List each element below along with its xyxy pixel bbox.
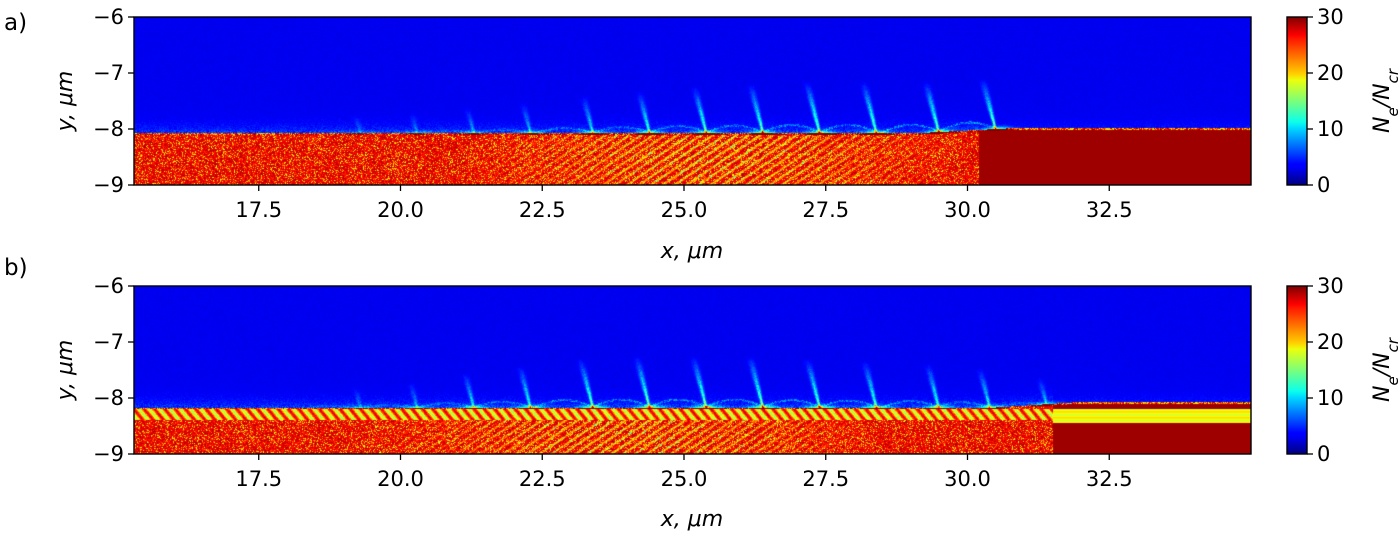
x-tick-label: 17.5 [235,198,282,222]
colorbar-label-sub2: cr [1384,68,1400,83]
panel-b-colorbar [1287,286,1307,454]
x-tick-label: 30.0 [944,467,991,491]
y-tick-label: −6 [93,5,124,29]
panel-a-y-axis: −6 −7 −8 −9 [93,5,134,197]
panel-b-frame [133,285,1252,455]
x-tick-label: 22.5 [519,198,566,222]
colorbar-label-main: N [1370,117,1395,133]
x-tick-label: 27.5 [802,198,849,222]
panel-a-colorbar-ticks: 0 10 20 30 [1307,5,1344,197]
y-tick-label: −7 [93,61,124,85]
panel-a-x-axis: 17.5 20.0 22.5 25.0 27.5 30.0 32.5 [235,185,1133,222]
colorbar-label-main: N [1370,386,1395,402]
colorbar-label-sub1: e [1384,376,1400,385]
x-tick-label: 30.0 [944,198,991,222]
x-tick-label: 17.5 [235,467,282,491]
panel-b-colorbar-ticks: 0 10 20 30 [1307,274,1344,466]
x-tick-label: 27.5 [802,467,849,491]
colorbar-label-sub2: cr [1384,337,1400,352]
y-tick-label: −9 [93,442,124,466]
x-tick-label: 25.0 [661,198,708,222]
colorbar-tick-label: 20 [1317,330,1344,354]
y-tick-label: −8 [93,386,124,410]
colorbar-label-mid: /N [1370,352,1395,378]
panel-b-label: b) [4,255,28,281]
y-tick-label: −7 [93,330,124,354]
x-tick-label: 20.0 [377,198,424,222]
y-tick-label: −9 [93,173,124,197]
x-tick-label: 22.5 [519,467,566,491]
y-tick-label: −6 [93,274,124,298]
panel-a-colorbar [1287,17,1307,185]
colorbar-tick-label: 30 [1317,5,1344,29]
y-tick-label: −8 [93,117,124,141]
colorbar-label-mid: /N [1370,83,1395,109]
panel-b-x-axis: 17.5 20.0 22.5 25.0 27.5 30.0 32.5 [235,454,1133,491]
x-tick-label: 32.5 [1086,467,1133,491]
panel-a-x-axis-label: x, μm [660,239,723,264]
panel-a-colorbar-frame [1286,16,1308,186]
panel-a-frame [133,16,1252,186]
panel-a-y-axis-label: y, μm [53,71,78,133]
panel-b-colorbar-frame [1286,285,1308,455]
colorbar-tick-label: 0 [1317,173,1330,197]
panel-a-heatmap [134,17,1251,185]
panel-a: a) 17.5 20.0 22.5 25.0 27.5 30.0 32.5 −6 −7 −8 −9… [4,5,1400,264]
panel-b: b) 17.5 20.0 22.5 25.0 27.5 30.0 32.5 −6 −7 −8 −9… [4,255,1400,532]
colorbar-tick-label: 20 [1317,61,1344,85]
panel-b-heatmap [134,286,1251,454]
panel-b-y-axis-label: y, μm [53,340,78,402]
colorbar-tick-label: 10 [1317,386,1344,410]
x-tick-label: 32.5 [1086,198,1133,222]
colorbar-label-sub1: e [1384,107,1400,116]
colorbar-tick-label: 0 [1317,442,1330,466]
colorbar-tick-label: 30 [1317,274,1344,298]
panel-b-y-axis: −6 −7 −8 −9 [93,274,134,466]
colorbar-tick-label: 10 [1317,117,1344,141]
x-tick-label: 20.0 [377,467,424,491]
panel-b-colorbar-label: Ne/Ncr [1370,337,1400,402]
x-tick-label: 25.0 [661,467,708,491]
panel-b-x-axis-label: x, μm [660,507,723,532]
panel-a-colorbar-label: Ne/Ncr [1370,68,1400,133]
panel-a-label: a) [4,10,27,36]
